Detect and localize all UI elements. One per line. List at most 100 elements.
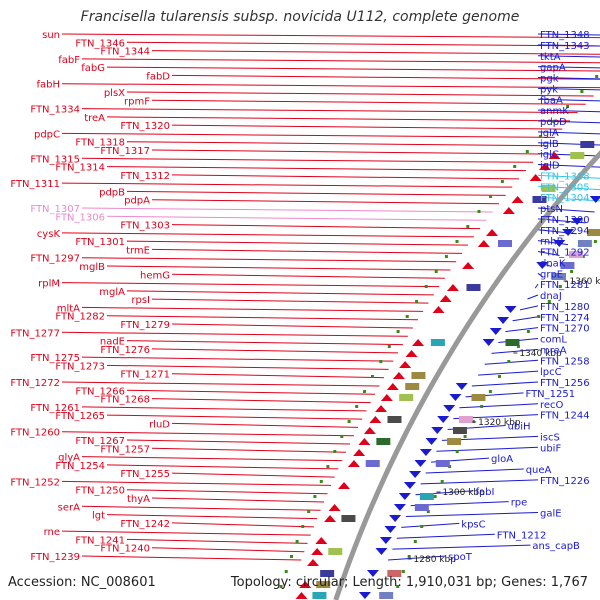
- gene-label-ftn-1297[interactable]: FTN_1297: [30, 254, 80, 265]
- gene-label-mlta[interactable]: mltA: [57, 303, 80, 314]
- gene-label-fabf[interactable]: fabF: [58, 55, 80, 66]
- gene-label-ftn-1307[interactable]: FTN_1307: [30, 204, 80, 215]
- gene-label-ftn-1252[interactable]: FTN_1252: [10, 477, 60, 488]
- gene-label-ftn-1265[interactable]: FTN_1265: [55, 411, 105, 422]
- gene-label-ftn-1272[interactable]: FTN_1272: [10, 378, 60, 389]
- gene-label-ftn-1318[interactable]: FTN_1318: [75, 138, 125, 149]
- gene-label-iglc[interactable]: iglC: [540, 150, 559, 161]
- gene-label-iglb[interactable]: iglB: [540, 139, 559, 150]
- gene-label-ftn-1242[interactable]: FTN_1242: [120, 519, 170, 530]
- gene-label-ftn-1240[interactable]: FTN_1240: [100, 544, 150, 555]
- gene-label-pyk[interactable]: pyk: [540, 84, 558, 95]
- gene-label-dnaj[interactable]: dnaJ: [540, 291, 562, 302]
- gene-label-mglb[interactable]: mglB: [79, 262, 105, 273]
- gene-label-tkta[interactable]: tktA: [540, 52, 561, 63]
- gene-label-dnak[interactable]: dnaK: [540, 258, 566, 269]
- gene-label-ftn-1267[interactable]: FTN_1267: [75, 436, 125, 447]
- gene-label-ftn-1250[interactable]: FTN_1250: [75, 486, 125, 497]
- gene-label-ftn-1312[interactable]: FTN_1312: [120, 171, 170, 182]
- gene-label-fbaa[interactable]: fbaA: [540, 95, 563, 106]
- gene-label-ftn-1277[interactable]: FTN_1277: [10, 328, 60, 339]
- gene-label-anmk[interactable]: anmK: [540, 106, 569, 117]
- gene-label-ftn-1317[interactable]: FTN_1317: [100, 146, 150, 157]
- gene-label-ftn-1276[interactable]: FTN_1276: [100, 345, 150, 356]
- gene-label-ftn-1303[interactable]: FTN_1303: [120, 221, 170, 232]
- gene-label-ftn-1301[interactable]: FTN_1301: [75, 237, 125, 248]
- gene-label-ftn-1279[interactable]: FTN_1279: [120, 320, 170, 331]
- gene-label-ftn-1244[interactable]: FTN_1244: [540, 411, 590, 422]
- gene-label-kpsc[interactable]: kpsC: [461, 519, 485, 530]
- gene-label-rplm[interactable]: rplM: [38, 279, 60, 290]
- gene-label-ftn-1314[interactable]: FTN_1314: [55, 163, 105, 174]
- gene-label-pdpb[interactable]: pdpB: [99, 187, 125, 198]
- gene-label-thya[interactable]: thyA: [127, 494, 150, 505]
- gene-label-ftn-1241[interactable]: FTN_1241: [75, 535, 125, 546]
- gene-label-ftn-1256[interactable]: FTN_1256: [540, 378, 590, 389]
- gene-label-sun[interactable]: sun: [42, 30, 60, 41]
- gene-label-hemg[interactable]: hemG: [140, 270, 170, 281]
- gene-label-ptsn[interactable]: ptsN: [540, 204, 563, 215]
- gene-label-ans-capb[interactable]: ans_capB: [532, 541, 580, 552]
- gene-label-ftn-1266[interactable]: FTN_1266: [75, 386, 125, 397]
- gene-label-pgk[interactable]: pgk: [540, 74, 559, 85]
- gene-label-ftn-1281[interactable]: FTN_1281: [540, 280, 590, 291]
- gene-label-ftn-1308[interactable]: FTN_1308: [540, 171, 590, 182]
- gene-label-pdpa[interactable]: pdpA: [124, 196, 150, 207]
- gene-label-ftn-1251[interactable]: FTN_1251: [526, 389, 576, 400]
- gene-label-ftn-1274[interactable]: FTN_1274: [540, 313, 590, 324]
- gene-label-ftn-1282[interactable]: FTN_1282: [55, 312, 105, 323]
- gene-label-ftn-1334[interactable]: FTN_1334: [30, 105, 80, 116]
- gene-label-fabd[interactable]: fabD: [146, 71, 170, 82]
- gene-label-nade[interactable]: nadE: [100, 337, 125, 348]
- gene-label-ftn-1292[interactable]: FTN_1292: [540, 248, 590, 259]
- gene-label-gale[interactable]: galE: [540, 509, 562, 520]
- gene-label-ftn-1268[interactable]: FTN_1268: [100, 395, 150, 406]
- gene-label-ftn-1212[interactable]: FTN_1212: [497, 530, 547, 541]
- gene-label-ftn-1346[interactable]: FTN_1346: [75, 38, 125, 49]
- gene-label-igld[interactable]: iglD: [540, 161, 560, 172]
- gene-label-ftn-1344[interactable]: FTN_1344: [100, 47, 150, 58]
- gene-label-rne[interactable]: rne: [44, 527, 60, 538]
- gene-label-spot[interactable]: spoT: [448, 552, 473, 563]
- gene-label-ftn-1311[interactable]: FTN_1311: [10, 179, 60, 190]
- gene-label-coml[interactable]: comL: [540, 335, 567, 346]
- gene-label-rnhb[interactable]: rnhB: [540, 237, 564, 248]
- gene-label-reco[interactable]: recO: [540, 400, 564, 411]
- gene-label-rpmf[interactable]: rpmF: [124, 96, 150, 107]
- gene-label-fabg[interactable]: fabG: [81, 63, 105, 74]
- gene-label-ftn-1261[interactable]: FTN_1261: [30, 403, 80, 414]
- gene-label-cysk[interactable]: cysK: [37, 229, 61, 240]
- gene-label-ftn-1270[interactable]: FTN_1270: [540, 324, 590, 335]
- gene-label-mrea[interactable]: mreA: [540, 345, 567, 356]
- gene-label-glya[interactable]: glyA: [58, 453, 80, 464]
- gene-label-mgla[interactable]: mglA: [99, 287, 125, 298]
- gene-label-rpsi[interactable]: rpsI: [131, 295, 150, 306]
- gene-label-ftn-1254[interactable]: FTN_1254: [55, 461, 105, 472]
- gene-label-lgt[interactable]: lgt: [92, 511, 105, 522]
- gene-label-ftn-1258[interactable]: FTN_1258: [540, 356, 590, 367]
- gene-label-ftn-1300[interactable]: FTN_1300: [540, 215, 590, 226]
- gene-label-ubif[interactable]: ubiF: [540, 443, 561, 454]
- gene-label-ftn-1255[interactable]: FTN_1255: [120, 469, 170, 480]
- gene-label-igla[interactable]: iglA: [540, 128, 559, 139]
- gene-label-sera[interactable]: serA: [58, 502, 80, 513]
- gene-label-ftn-1226[interactable]: FTN_1226: [540, 476, 590, 487]
- gene-label-quea[interactable]: queA: [526, 465, 552, 476]
- gene-label-iscs[interactable]: iscS: [540, 432, 560, 443]
- gene-label-lpcc[interactable]: lpcC: [540, 367, 562, 378]
- gene-label-ftn-1315[interactable]: FTN_1315: [30, 154, 80, 165]
- gene-label-ftn-1280[interactable]: FTN_1280: [540, 302, 590, 313]
- gene-label-plsx[interactable]: plsX: [104, 88, 125, 99]
- gene-label-trea[interactable]: treA: [84, 113, 105, 124]
- gene-label-ftn-1343[interactable]: FTN_1343: [540, 41, 590, 52]
- gene-label-gapa[interactable]: gapA: [540, 63, 566, 74]
- gene-label-ftn-1257[interactable]: FTN_1257: [100, 444, 150, 455]
- gene-label-ftn-1239[interactable]: FTN_1239: [30, 552, 80, 563]
- gene-label-ftn-1348[interactable]: FTN_1348: [540, 30, 590, 41]
- gene-label-gloa[interactable]: gloA: [491, 454, 513, 465]
- gene-label-ftn-1273[interactable]: FTN_1273: [55, 361, 105, 372]
- gene-label-ftn-1320[interactable]: FTN_1320: [120, 121, 170, 132]
- gene-label-ftn-1305[interactable]: FTN_1305: [540, 182, 590, 193]
- gene-label-pdpc[interactable]: pdpC: [34, 129, 60, 140]
- gene-label-fabh[interactable]: fabH: [36, 80, 60, 91]
